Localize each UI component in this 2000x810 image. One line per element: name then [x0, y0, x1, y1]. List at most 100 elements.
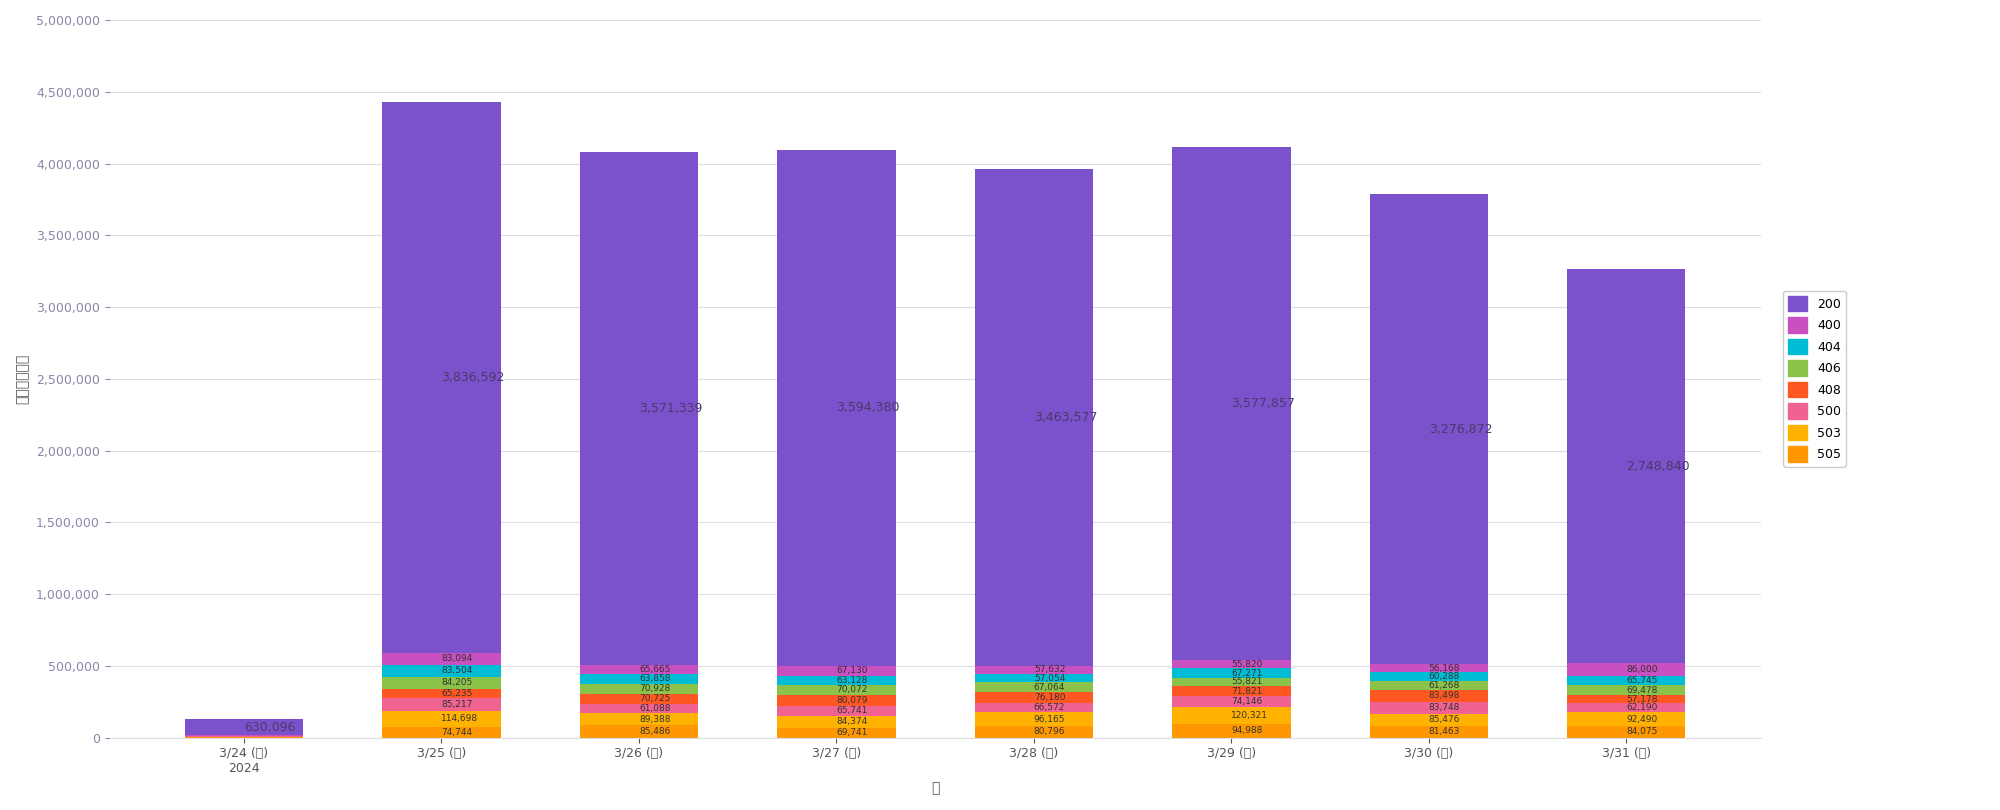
- Text: 56,168: 56,168: [1428, 663, 1460, 673]
- Bar: [1566, 676, 1686, 685]
- Bar: [974, 726, 1094, 738]
- Bar: [1370, 690, 1488, 701]
- Text: 3,836,592: 3,836,592: [442, 371, 504, 384]
- Bar: [778, 150, 896, 666]
- Bar: [1172, 696, 1290, 707]
- Bar: [382, 677, 500, 689]
- Bar: [382, 665, 500, 677]
- Text: 66,572: 66,572: [1034, 703, 1066, 712]
- Text: 84,075: 84,075: [1626, 727, 1658, 736]
- Text: 57,178: 57,178: [1626, 695, 1658, 704]
- Text: 114,698: 114,698: [442, 714, 478, 723]
- Text: 69,741: 69,741: [836, 728, 868, 737]
- Text: 55,821: 55,821: [1232, 677, 1262, 686]
- Text: 85,476: 85,476: [1428, 715, 1460, 724]
- Text: 83,748: 83,748: [1428, 703, 1460, 712]
- Text: 92,490: 92,490: [1626, 714, 1658, 723]
- Text: 62,190: 62,190: [1626, 703, 1658, 713]
- Text: 3,276,872: 3,276,872: [1428, 423, 1492, 436]
- Text: 61,268: 61,268: [1428, 681, 1460, 690]
- Text: 2,748,840: 2,748,840: [1626, 460, 1690, 473]
- Bar: [778, 706, 896, 715]
- Text: 76,180: 76,180: [1034, 693, 1066, 701]
- Bar: [382, 727, 500, 738]
- Text: 81,463: 81,463: [1428, 727, 1460, 736]
- Bar: [580, 713, 698, 726]
- Text: 85,217: 85,217: [442, 700, 472, 709]
- Bar: [382, 698, 500, 710]
- Text: 70,928: 70,928: [638, 684, 670, 693]
- Bar: [1566, 712, 1686, 726]
- Bar: [1566, 269, 1686, 663]
- Text: 63,128: 63,128: [836, 676, 868, 684]
- Text: 3,577,857: 3,577,857: [1232, 397, 1296, 410]
- Bar: [1370, 664, 1488, 672]
- Text: 71,821: 71,821: [1232, 687, 1262, 696]
- X-axis label: 日: 日: [930, 781, 940, 795]
- Text: 65,745: 65,745: [1626, 676, 1658, 685]
- Text: 60,288: 60,288: [1428, 672, 1460, 681]
- Text: 65,235: 65,235: [442, 689, 472, 698]
- Text: 120,321: 120,321: [1232, 711, 1268, 720]
- Bar: [778, 715, 896, 727]
- Bar: [974, 168, 1094, 666]
- Text: 55,820: 55,820: [1232, 659, 1262, 669]
- Bar: [1172, 668, 1290, 678]
- Bar: [1370, 726, 1488, 738]
- Bar: [580, 726, 698, 738]
- Text: 57,054: 57,054: [1034, 674, 1066, 683]
- Text: 83,498: 83,498: [1428, 691, 1460, 700]
- Bar: [580, 152, 698, 665]
- Text: 69,478: 69,478: [1626, 686, 1658, 695]
- Text: 74,146: 74,146: [1232, 697, 1262, 706]
- Bar: [184, 719, 304, 735]
- Bar: [382, 653, 500, 665]
- Text: 96,165: 96,165: [1034, 714, 1066, 723]
- Text: 61,088: 61,088: [638, 704, 670, 713]
- Text: 80,796: 80,796: [1034, 727, 1066, 736]
- Bar: [1172, 660, 1290, 668]
- Bar: [1172, 724, 1290, 738]
- Bar: [778, 666, 896, 676]
- Text: 89,388: 89,388: [638, 714, 670, 723]
- Bar: [580, 704, 698, 713]
- Text: 57,632: 57,632: [1034, 665, 1066, 675]
- Text: 84,374: 84,374: [836, 717, 868, 726]
- Bar: [974, 682, 1094, 692]
- Bar: [1370, 194, 1488, 664]
- Bar: [1566, 726, 1686, 738]
- Bar: [778, 684, 896, 695]
- Bar: [974, 666, 1094, 674]
- Text: 65,665: 65,665: [638, 665, 670, 674]
- Text: 3,463,577: 3,463,577: [1034, 411, 1098, 424]
- Text: 3,571,339: 3,571,339: [638, 402, 702, 415]
- Bar: [778, 676, 896, 684]
- Bar: [1172, 707, 1290, 724]
- Bar: [1370, 672, 1488, 681]
- Bar: [382, 710, 500, 727]
- Bar: [1370, 681, 1488, 690]
- Text: 84,205: 84,205: [442, 679, 472, 688]
- Text: 63,858: 63,858: [638, 675, 670, 684]
- Bar: [778, 695, 896, 706]
- Text: 83,504: 83,504: [442, 667, 472, 676]
- Text: 74,744: 74,744: [442, 728, 472, 737]
- Bar: [778, 727, 896, 738]
- Bar: [1566, 663, 1686, 676]
- Bar: [974, 674, 1094, 682]
- Bar: [1370, 714, 1488, 726]
- Y-axis label: リクエスト数: リクエスト数: [14, 354, 28, 404]
- Bar: [1566, 685, 1686, 695]
- Bar: [1566, 695, 1686, 703]
- Text: 70,725: 70,725: [638, 694, 670, 703]
- Text: 67,271: 67,271: [1232, 668, 1262, 677]
- Bar: [382, 102, 500, 653]
- Bar: [580, 693, 698, 704]
- Bar: [382, 689, 500, 698]
- Text: 86,000: 86,000: [1626, 665, 1658, 674]
- Bar: [1172, 678, 1290, 686]
- Bar: [1370, 701, 1488, 714]
- Bar: [974, 712, 1094, 726]
- Text: 3,594,380: 3,594,380: [836, 402, 900, 415]
- Bar: [1172, 147, 1290, 660]
